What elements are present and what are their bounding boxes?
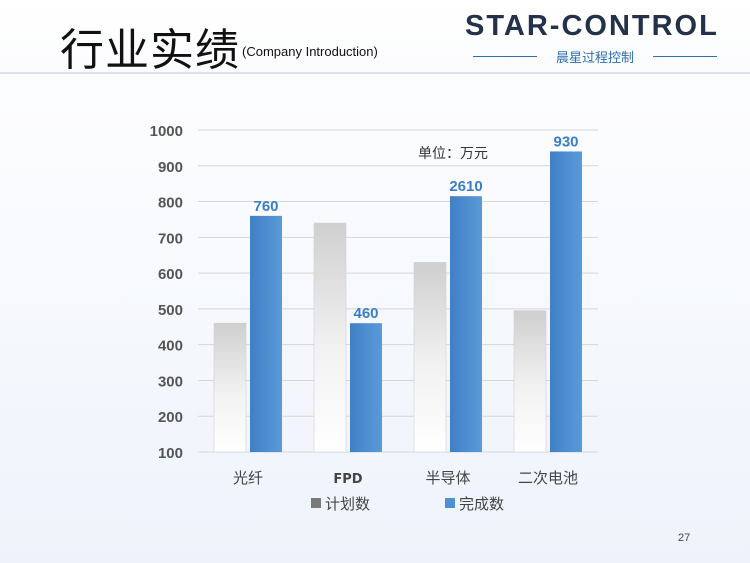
logo-subtitle: 晨星过程控制 <box>555 51 634 66</box>
page-subtitle: (Company Introduction) <box>242 44 378 59</box>
legend: 计划数 完成数 <box>311 495 504 513</box>
legend-swatch <box>311 498 321 508</box>
bar-plan <box>213 322 247 453</box>
legend-label: 完成数 <box>459 495 504 513</box>
y-axis: 100 200 300 400 500 600 700 800 900 1000 <box>150 123 183 462</box>
y-tick-label: 900 <box>158 159 183 176</box>
data-label: 460 <box>353 305 378 322</box>
y-tick-label: 500 <box>158 302 183 319</box>
page-title: 行业实绩 <box>60 25 240 76</box>
logo-rule-left <box>473 56 537 57</box>
unit-note: 单位：万元 <box>418 146 488 162</box>
y-tick-label: 700 <box>158 230 183 247</box>
data-label: 2610 <box>449 178 482 195</box>
y-tick-label: 100 <box>158 445 183 462</box>
data-label: 930 <box>553 133 578 150</box>
bar-actual <box>250 215 282 452</box>
data-label: 760 <box>253 198 278 215</box>
bar-actual <box>550 151 582 452</box>
bar-plan <box>513 310 547 453</box>
page-number: 27 <box>678 532 691 544</box>
header-bar: 行业实绩 (Company Introduction) STAR-CONTROL… <box>0 0 750 76</box>
bar-plan <box>313 222 347 453</box>
logo-text: STAR-CONTROL <box>465 10 719 42</box>
logo-rule-right <box>653 56 717 57</box>
legend-swatch <box>445 498 455 508</box>
x-tick-label: 光纤 <box>233 469 263 487</box>
company-logo: STAR-CONTROL 晨星过程控制 <box>465 10 725 66</box>
bar-plan <box>413 262 447 453</box>
bar-actual <box>450 196 482 452</box>
y-tick-label: 200 <box>158 409 183 426</box>
x-axis: 光纤 FPD 半导体 二次电池 <box>233 469 578 487</box>
bar-actual <box>350 323 382 452</box>
x-tick-label: FPD <box>333 472 362 487</box>
x-tick-label: 二次电池 <box>518 469 578 487</box>
bars <box>213 151 582 453</box>
y-tick-label: 800 <box>158 195 183 212</box>
data-labels: 760 460 2610 930 <box>253 133 578 322</box>
x-tick-label: 半导体 <box>425 469 470 487</box>
y-tick-label: 400 <box>158 338 183 355</box>
legend-label: 计划数 <box>325 495 370 513</box>
y-tick-label: 600 <box>158 266 183 283</box>
y-tick-label: 300 <box>158 373 183 390</box>
y-tick-label: 1000 <box>150 123 183 140</box>
